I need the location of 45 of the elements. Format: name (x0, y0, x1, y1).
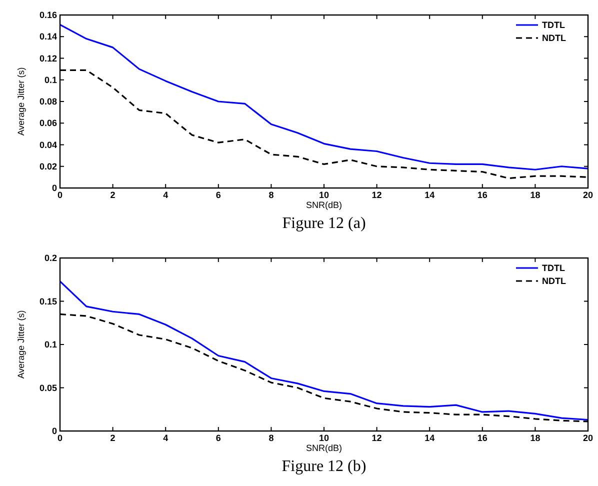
x-axis-title: SNR(dB) (306, 443, 342, 453)
x-tick-label: 14 (424, 433, 435, 443)
y-tick-label: 0.14 (39, 32, 57, 42)
x-tick-label: 8 (268, 433, 274, 443)
x-tick-label: 6 (216, 433, 221, 443)
y-axis-title: Average Jitter (s) (16, 67, 26, 136)
y-tick-label: 0.05 (39, 382, 57, 393)
x-tick-label: 18 (530, 190, 540, 200)
x-tick-label: 20 (582, 190, 594, 200)
y-tick-label: 0.15 (39, 296, 57, 306)
y-tick-label: 0.2 (44, 253, 57, 263)
x-tick-label: 4 (163, 190, 168, 200)
x-tick-label: 12 (372, 433, 382, 443)
x-tick-label: 4 (163, 433, 168, 443)
x-tick-label: 2 (110, 190, 116, 200)
x-tick-label: 10 (318, 190, 330, 200)
x-tick-label: 2 (110, 433, 116, 443)
y-tick-label: 0.02 (39, 161, 57, 172)
y-axis-title: Average Jitter (s) (16, 310, 26, 379)
y-tick-label: 0.16 (39, 10, 57, 20)
y-tick-label: 0.04 (39, 140, 57, 150)
x-axis-title: SNR(dB) (306, 200, 342, 210)
x-tick-label: 12 (372, 190, 382, 200)
x-tick-label: 6 (216, 190, 221, 200)
y-tick-label: 0.1 (44, 340, 57, 350)
legend-label: NDTL (542, 33, 566, 43)
legend-label: NDTL (542, 276, 566, 286)
text: Figure 12 (b) (282, 458, 366, 475)
x-tick-label: 10 (318, 433, 330, 443)
x-tick-label: 16 (477, 190, 488, 200)
x-tick-label: 18 (530, 433, 540, 443)
x-tick-label: 14 (424, 190, 435, 200)
y-tick-label: 0.08 (39, 96, 57, 106)
line-series (59, 24, 589, 170)
text: Figure 12 (a) (282, 215, 366, 232)
y-tick-label: 0 (52, 426, 57, 436)
legend-label: TDTL (542, 263, 566, 273)
x-tick-label: 8 (268, 190, 274, 200)
y-tick-label: 0 (52, 183, 57, 193)
y-tick-label: 0.12 (39, 53, 57, 64)
y-tick-label: 0.1 (44, 74, 57, 85)
legend-label: TDTL (542, 20, 566, 30)
y-tick-label: 0.06 (39, 118, 57, 128)
x-tick-label: 20 (582, 433, 594, 443)
x-tick-label: 16 (477, 433, 488, 443)
